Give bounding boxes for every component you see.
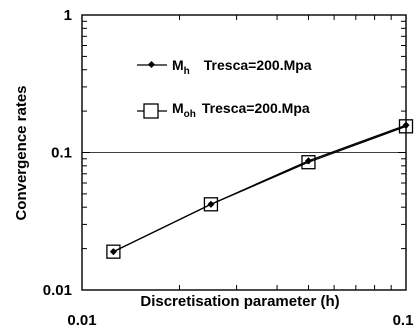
legend: Mh Tresca=200.Mpa Moh Tresca=200.Mpa — [137, 57, 312, 120]
series-line-moh — [113, 125, 407, 253]
x-tick-label: 0.1 — [393, 312, 414, 329]
legend-marker-mh — [147, 60, 156, 69]
data-point-moh-center — [404, 124, 408, 128]
y-tick-label: 0.1 — [51, 145, 72, 162]
series-group — [106, 119, 414, 259]
legend-label-moh-rest: Tresca=200.Mpa — [202, 100, 310, 116]
y-tick-label: 1 — [64, 7, 72, 24]
data-point-moh — [301, 155, 316, 170]
legend-label-moh-main: M — [172, 100, 184, 116]
data-point-moh — [398, 119, 414, 134]
legend-label-mh-rest: Tresca=200.Mpa — [204, 57, 312, 73]
x-tick-label: 0.01 — [67, 312, 96, 329]
data-point-moh-center — [306, 160, 310, 164]
legend-label-moh: Moh Tresca=200.Mpa — [172, 100, 310, 120]
data-point-moh-center — [209, 202, 213, 206]
legend-entry-mh: Mh Tresca=200.Mpa — [137, 57, 312, 77]
legend-label-mh: Mh Tresca=200.Mpa — [172, 57, 312, 77]
data-point-moh-center — [111, 250, 115, 254]
legend-marker-moh — [143, 103, 159, 119]
data-point-moh — [106, 244, 121, 259]
x-axis-title: Discretisation parameter (h) — [140, 293, 339, 310]
y-tick-label: 0.01 — [43, 282, 72, 299]
data-point-moh — [203, 197, 219, 212]
y-axis-title: Convergence rates — [13, 85, 30, 220]
legend-entry-moh: Moh Tresca=200.Mpa — [137, 100, 310, 120]
tick-labels: 0.01 0.1 0.01 0.1 1 — [43, 7, 414, 329]
legend-label-moh-sub: oh — [184, 109, 196, 120]
legend-label-mh-main: M — [172, 57, 184, 73]
legend-label-mh-sub: h — [184, 66, 190, 77]
series-line-mh — [113, 124, 407, 253]
